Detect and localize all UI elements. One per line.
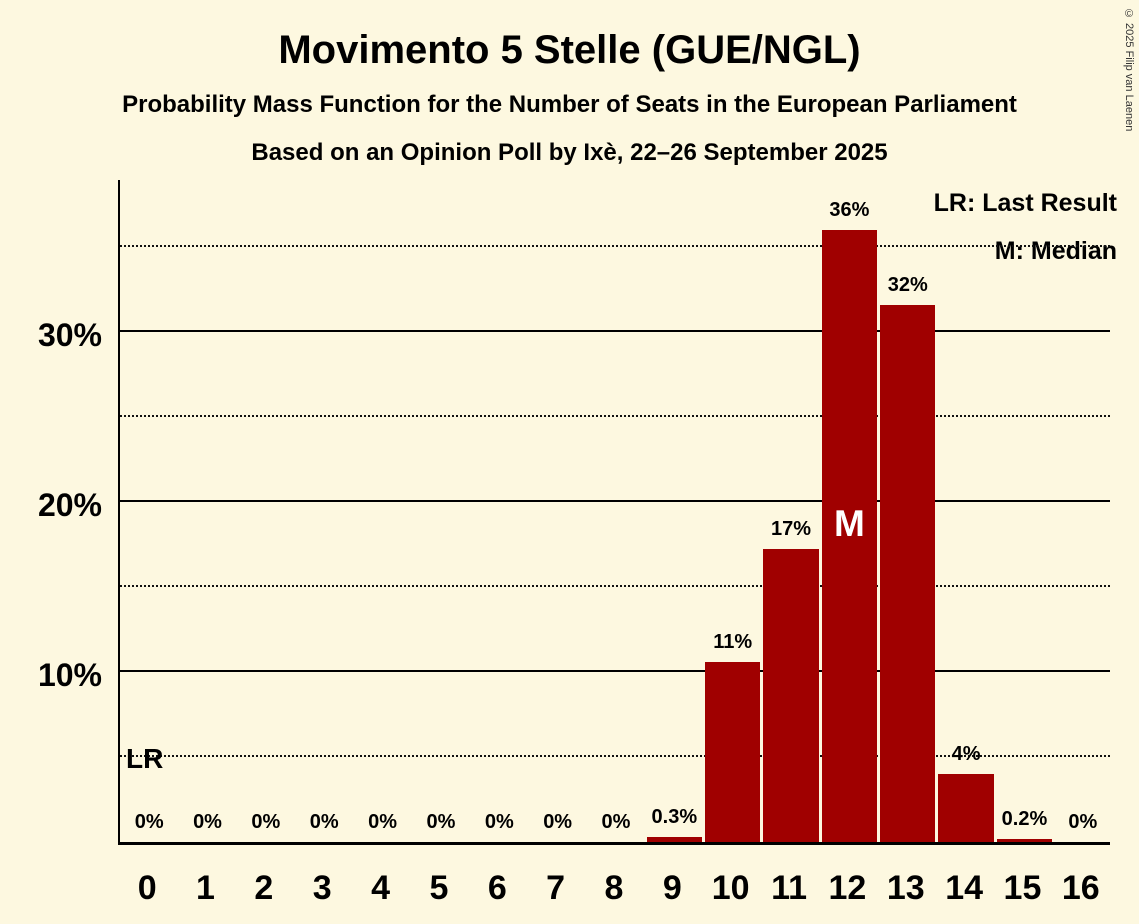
x-axis-tick-label: 7: [546, 869, 566, 907]
bar-value-label: 0%: [426, 811, 456, 833]
dotted-gridline: [120, 584, 1110, 587]
bar-value-label: 32%: [887, 273, 928, 296]
bar-value-label: 0.3%: [651, 805, 698, 828]
x-axis-tick-label: 9: [662, 869, 682, 907]
bar-value-label: 0%: [251, 811, 281, 833]
bar-value-label: 4%: [951, 742, 981, 765]
x-axis-tick-label: 16: [1061, 869, 1100, 907]
chart-title: Movimento 5 Stelle (GUE/NGL): [278, 28, 861, 72]
bar-value-label: 0.2%: [1001, 807, 1048, 830]
chart-subtitle-poll: Based on an Opinion Poll by Ixè, 22–26 S…: [251, 139, 888, 166]
x-axis-tick-label: 3: [312, 869, 332, 907]
bar-value-label: 0%: [1068, 811, 1098, 833]
bar-seat-9: [646, 836, 703, 842]
x-axis-tick-label: 10: [711, 869, 750, 907]
dotted-gridline: [120, 754, 1110, 757]
y-axis-tick-label: 10%: [37, 656, 102, 693]
bar-value-label: 0%: [368, 811, 398, 833]
bar-value-label: 0%: [601, 811, 631, 833]
chart-subtitle-pmf: Probability Mass Function for the Number…: [122, 91, 1017, 118]
x-axis-tick-label: 1: [196, 869, 215, 907]
x-axis-tick-label: 4: [371, 869, 391, 907]
dotted-gridline: [120, 244, 1110, 247]
y-axis-labels: 10% 20% 30%: [0, 180, 102, 845]
bar-seat-13: [880, 304, 936, 842]
x-axis-tick-label: 8: [604, 869, 624, 907]
bar-value-label: 0%: [484, 811, 514, 833]
bar-value-label: 11%: [713, 630, 753, 653]
bar-seat-11: [763, 549, 819, 842]
bar-value-label: 0%: [193, 811, 222, 833]
bar-seat-10: [705, 661, 761, 842]
legend-median: M: Median: [994, 237, 1117, 265]
x-axis-tick-label: 15: [1003, 869, 1042, 907]
bar-value-label: 0%: [309, 811, 339, 833]
last-result-marker: LR: [126, 742, 164, 774]
x-axis-tick-label: 13: [886, 869, 925, 907]
copyright-text: © 2025 Filip van Laenen: [1123, 8, 1135, 132]
x-axis-tick-label: 0: [137, 869, 157, 907]
x-axis-labels: 0 1 2 3 4 5 6 7 8 9 10 11 12 13 14 15 16: [118, 866, 1110, 916]
bar-seat-15: [996, 838, 1053, 842]
bar-value-label: 0%: [134, 811, 164, 833]
bar-value-label: 36%: [829, 198, 870, 221]
x-axis-tick-label: 11: [771, 869, 808, 907]
x-axis-tick-label: 6: [487, 869, 507, 907]
dotted-gridline: [120, 414, 1110, 417]
y-axis-tick-label: 20%: [37, 486, 102, 523]
median-marker: M: [833, 503, 865, 545]
bar-value-label: 17%: [771, 518, 812, 541]
bar-value-label: 0%: [543, 811, 573, 833]
solid-gridline: [120, 669, 1110, 672]
solid-gridline: [120, 499, 1110, 502]
legend-last-result: LR: Last Result: [933, 189, 1117, 217]
bar-seat-12: [821, 229, 878, 842]
x-axis-tick-label: 12: [828, 869, 867, 907]
y-axis-tick-label: 30%: [37, 316, 102, 353]
x-axis-tick-label: 14: [945, 869, 984, 907]
x-axis-tick-label: 5: [429, 869, 449, 907]
bar-seat-14: [938, 773, 994, 842]
plot-area: 0% 0% 0% 0% 0% 0% 0% 0% 0% 0.3% 11% 17% 36% M 32% 4% 0.2…: [118, 180, 1110, 845]
solid-gridline: [120, 329, 1110, 332]
x-axis-tick-label: 2: [254, 869, 274, 907]
